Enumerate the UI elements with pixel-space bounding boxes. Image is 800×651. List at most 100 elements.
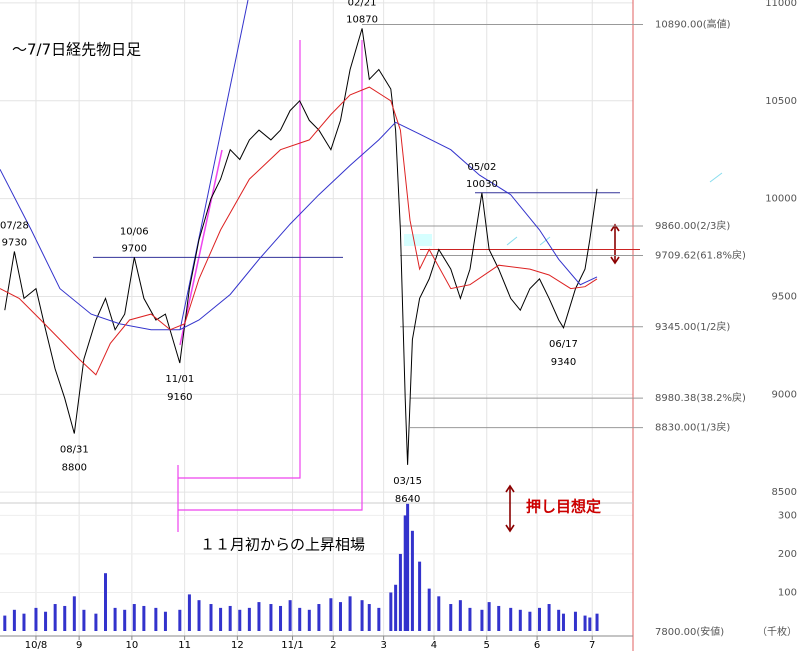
volume-bar — [573, 611, 577, 631]
volume-bar — [360, 600, 364, 631]
y-tick-label: 9000 — [772, 389, 797, 400]
volume-bar — [583, 615, 587, 631]
volume-bar — [257, 602, 261, 631]
point-value: 10030 — [466, 179, 498, 190]
point-value: 8640 — [395, 494, 420, 505]
volume-bar — [279, 605, 283, 631]
volume-bar — [394, 584, 398, 631]
point-date: 05/02 — [468, 162, 497, 173]
volume-bar — [468, 607, 472, 631]
level-label: 7800.00(安値) — [655, 625, 724, 638]
volume-bar — [403, 515, 407, 631]
y2-tick-label: 200 — [778, 549, 797, 560]
volume-bar — [595, 613, 599, 631]
volume-bar — [480, 609, 484, 631]
y-tick-label: 9500 — [772, 291, 797, 302]
volume-bar — [537, 607, 541, 631]
volume-bar — [163, 611, 167, 631]
x-tick-label: 12 — [231, 640, 244, 651]
x-tick-label: 10 — [126, 640, 139, 651]
level-label: 9345.00(1/2戻) — [655, 320, 730, 333]
price-line — [4, 28, 598, 465]
price-line — [0, 121, 598, 331]
grid-layer — [0, 0, 633, 636]
volume-bar — [132, 604, 136, 631]
volume-bar — [269, 604, 273, 631]
volume-bar — [53, 604, 57, 631]
chart-title: ～7/7日経先物日足 — [12, 41, 141, 59]
volume-bar — [288, 600, 292, 631]
point-date: 02/21 — [348, 0, 377, 8]
point-value: 9730 — [2, 237, 27, 248]
x-tick-label: 9 — [76, 640, 82, 651]
volume-bar — [22, 613, 26, 631]
volume-bar — [418, 561, 422, 631]
volume-bar — [113, 607, 117, 631]
point-date: 08/31 — [60, 444, 89, 455]
volume-bar — [44, 611, 48, 631]
volume-bar — [389, 592, 393, 631]
volume-bar — [317, 604, 321, 631]
x-tick-label: 11 — [178, 640, 191, 651]
point-value: 10870 — [346, 14, 378, 25]
point-date: 07/28 — [0, 220, 29, 231]
point-date: 10/06 — [120, 226, 149, 237]
level-label: 8830.00(1/3戻) — [655, 421, 730, 434]
y2-tick-label: 100 — [778, 587, 797, 598]
volume-bar — [142, 605, 146, 631]
volume-bar — [209, 604, 213, 631]
point-value: 8800 — [62, 462, 87, 473]
y-tick-label: 8500 — [772, 487, 797, 498]
trend-line — [179, 0, 249, 331]
volume-bar — [228, 605, 232, 631]
price-line — [0, 86, 598, 376]
volume-bar — [123, 609, 127, 631]
volume-bar — [437, 596, 441, 631]
annotation-text: 押し目想定 — [526, 498, 601, 516]
x-tick-label: 11/1 — [281, 640, 303, 651]
range-marker — [177, 40, 363, 532]
x-tick-label: 5 — [484, 640, 490, 651]
y-tick-label: 10000 — [765, 194, 797, 205]
point-date: 03/15 — [393, 476, 422, 487]
volume-bar — [458, 600, 462, 631]
volume-bar — [63, 605, 67, 631]
x-tick-label: 2 — [330, 640, 336, 651]
volume-bar — [427, 588, 431, 631]
volume-unit: （千枚） — [757, 625, 797, 638]
volume-bar — [219, 607, 223, 631]
y-tick-label: 11000 — [765, 0, 797, 9]
x-tick-label: 3 — [380, 640, 386, 651]
volume-bar — [449, 604, 453, 631]
volume-bar — [561, 613, 565, 631]
volume-bar — [487, 602, 491, 631]
volume-bar — [178, 609, 182, 631]
y2-tick-label: 300 — [778, 510, 797, 521]
level-label: 10890.00(高値) — [655, 17, 731, 30]
volume-bar — [94, 613, 98, 631]
volume-bar — [406, 503, 410, 631]
marker-dashes — [404, 172, 723, 246]
volume-bar — [247, 607, 251, 631]
point-value: 9160 — [167, 392, 192, 403]
volume-bar — [348, 596, 352, 631]
level-label: 8980.38(38.2%戻) — [655, 391, 746, 404]
volume-bar — [377, 607, 381, 631]
volume-bar — [410, 530, 414, 631]
volume-bar — [72, 596, 76, 631]
volume-bar — [34, 607, 38, 631]
point-date: 06/17 — [549, 339, 578, 350]
x-tick-label: 7 — [589, 640, 595, 651]
volume-bar — [398, 553, 402, 631]
volume-bar — [104, 573, 107, 631]
point-date: 11/01 — [165, 374, 194, 385]
volume-bar — [518, 609, 522, 631]
volume-bar — [3, 615, 7, 631]
volume-bar — [528, 611, 532, 631]
volume-bar — [197, 600, 201, 631]
volume-bar — [367, 604, 371, 631]
volume-bar — [547, 604, 551, 631]
x-tick-label: 4 — [431, 640, 437, 651]
